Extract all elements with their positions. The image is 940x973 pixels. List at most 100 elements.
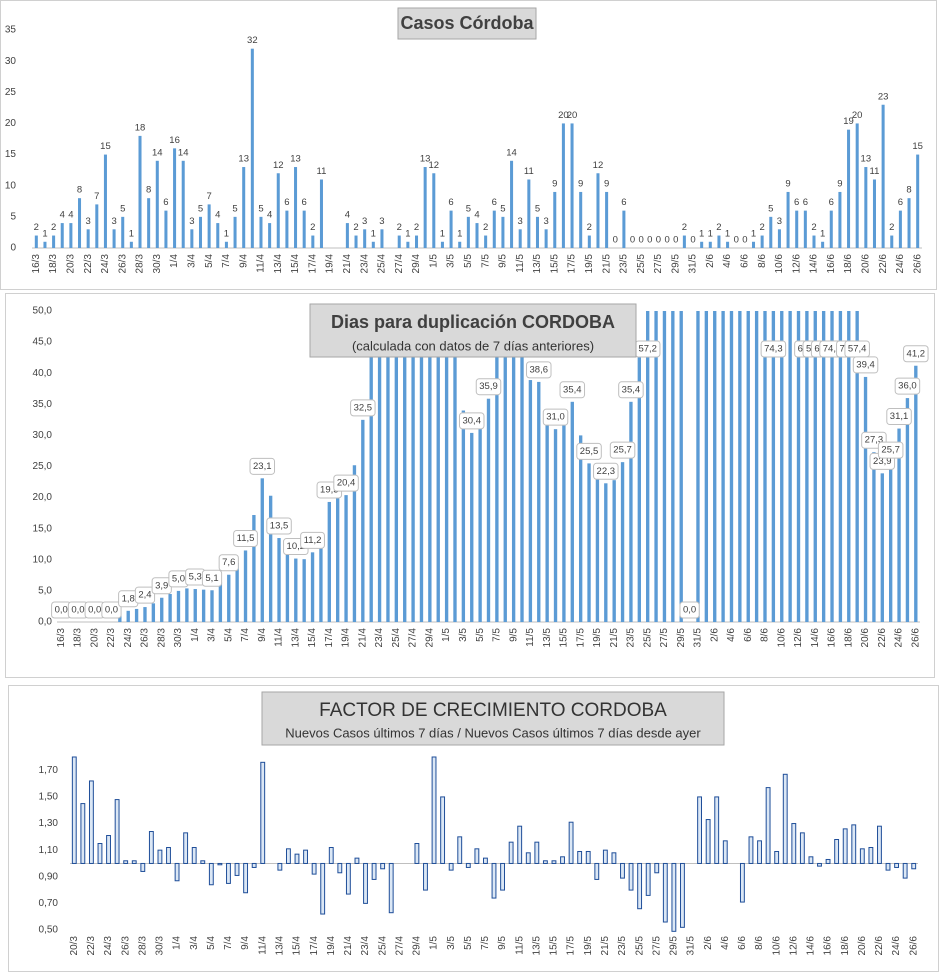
x-tick-label: 9/4 [238, 254, 249, 268]
x-tick-label: 22/6 [877, 628, 888, 648]
bar [431, 756, 437, 864]
y-tick-label: 20,0 [33, 492, 53, 503]
y-tick-label: 1,10 [39, 845, 59, 856]
bar [757, 840, 762, 864]
title-box [261, 691, 725, 746]
x-tick-label: 4/6 [722, 254, 733, 268]
x-tick-label: 9/4 [240, 936, 251, 950]
data-label: 2 [397, 222, 402, 233]
data-label: 6 [302, 197, 307, 208]
bar [78, 198, 82, 248]
x-tick-label: 15/4 [307, 628, 318, 648]
x-tick-label: 14/6 [809, 254, 820, 274]
data-label: 6 [284, 197, 289, 208]
bar [646, 311, 650, 622]
x-tick-label: 19/4 [326, 936, 337, 956]
data-label-box [266, 517, 292, 535]
bar [799, 832, 805, 864]
bar [511, 311, 516, 623]
x-tick-label: 3/5 [446, 936, 457, 950]
y-tick-label: 1,30 [39, 818, 59, 829]
data-label: 1 [405, 228, 410, 239]
data-label: 5 [258, 203, 263, 214]
bar [568, 821, 574, 864]
x-tick-label: 2/6 [705, 254, 716, 268]
bar [596, 173, 600, 248]
bar [795, 210, 799, 248]
data-label: 32,5 [354, 402, 373, 413]
x-tick-label: 29/4 [424, 628, 435, 648]
data-label: 8 [906, 185, 911, 196]
bar [242, 167, 246, 248]
data-label: 7,6 [222, 557, 235, 568]
bar [713, 311, 717, 622]
x-tick-label: 20/6 [857, 936, 868, 956]
bar [553, 191, 557, 248]
chart-title: Dias para duplicación CORDOBA [331, 312, 615, 332]
x-tick-label: 7/5 [480, 254, 491, 268]
data-label: 10,2 [287, 541, 306, 552]
x-tick-label: 17/4 [309, 936, 320, 956]
x-tick-label: 23/4 [360, 936, 371, 956]
x-tick-label: 16/6 [827, 628, 838, 648]
bar [774, 850, 780, 864]
data-label: 3 [518, 216, 523, 227]
x-tick-label: 27/5 [659, 628, 670, 648]
bar [43, 241, 47, 248]
x-tick-label: 11/4 [274, 628, 285, 647]
bar [544, 229, 548, 248]
x-tick-label: 13/4 [290, 628, 301, 648]
bar [760, 235, 764, 248]
x-tick-label: 8/6 [757, 254, 768, 268]
bar [834, 839, 840, 864]
bar [561, 123, 565, 248]
bar [52, 235, 56, 248]
bar [654, 862, 660, 874]
bar [140, 862, 146, 872]
data-label: 23,9 [873, 456, 892, 467]
bar [714, 796, 720, 864]
x-tick-label: 22/3 [83, 254, 94, 274]
x-tick-label: 2/6 [703, 936, 714, 950]
data-label: 2 [811, 222, 816, 233]
x-tick-label: 7/5 [492, 628, 503, 642]
data-label-box [679, 601, 700, 619]
bar [738, 311, 742, 622]
bar [461, 410, 466, 622]
bar [890, 235, 894, 248]
data-label: 2 [889, 222, 894, 233]
bar [294, 167, 298, 248]
bar [183, 832, 189, 864]
bar [722, 840, 728, 864]
x-tick-label: 12/6 [788, 936, 799, 956]
bar [97, 843, 103, 864]
bar [545, 415, 549, 622]
x-tick-label: 22/6 [878, 254, 889, 274]
data-label-box [300, 531, 325, 549]
data-label: 3 [362, 216, 367, 227]
y-tick-label: 0,90 [39, 871, 59, 882]
y-tick-label: 35,0 [33, 399, 53, 410]
x-tick-label: 30/3 [173, 628, 184, 648]
data-label: 13 [861, 154, 872, 165]
x-tick-label: 3/4 [189, 936, 200, 950]
bar [327, 501, 331, 622]
x-tick-label: 27/4 [408, 628, 419, 648]
bar [525, 852, 531, 864]
bar [268, 495, 273, 622]
data-label: 2,4 [138, 590, 151, 601]
bar [345, 862, 351, 895]
bar [629, 401, 633, 622]
x-tick-label: 17/4 [324, 628, 335, 648]
bar [423, 167, 427, 248]
bar [769, 216, 773, 248]
bar [103, 154, 107, 248]
data-label: 57,2 [638, 344, 657, 355]
data-label: 0 [630, 235, 635, 246]
bar [147, 198, 151, 248]
bar [118, 614, 122, 622]
bar [260, 761, 266, 864]
x-tick-label: 29/5 [669, 936, 680, 956]
data-label-box [475, 378, 502, 396]
x-tick-label: 26/3 [117, 254, 128, 274]
